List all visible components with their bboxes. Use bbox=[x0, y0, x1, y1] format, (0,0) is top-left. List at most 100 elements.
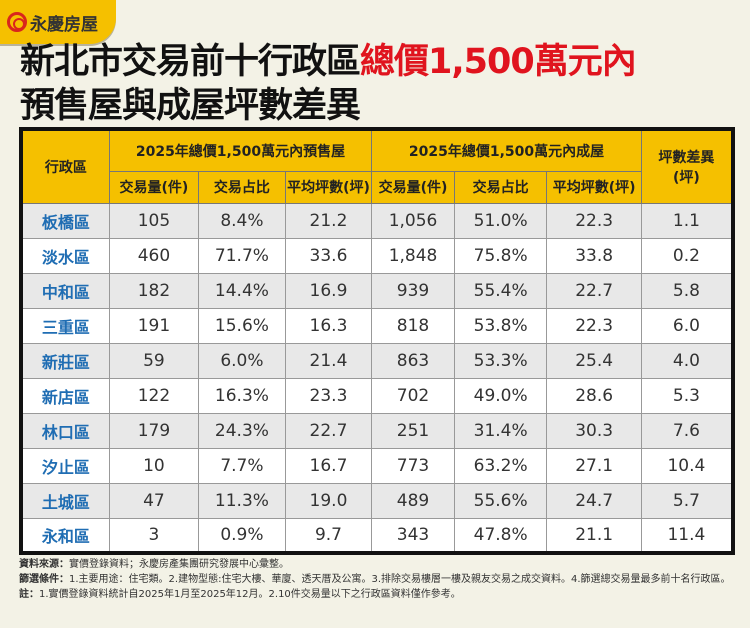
table-cell: 28.6 bbox=[546, 377, 642, 414]
table-cell: 21.2 bbox=[284, 202, 373, 239]
table-cell: 5.7 bbox=[640, 482, 734, 519]
table-cell: 6.0% bbox=[198, 342, 286, 379]
source-label: 資料來源： bbox=[19, 559, 69, 570]
table-row: 永和區 3 0.9% 9.7 343 47.8% 21.1 11.4 bbox=[20, 517, 734, 554]
sub-header: 平均坪數(坪) bbox=[284, 170, 373, 204]
district-name: 三重區 bbox=[20, 307, 110, 344]
presale-group-header: 2025年總價1,500萬元內預售屋 bbox=[108, 128, 373, 172]
district-header: 行政區 bbox=[20, 128, 110, 204]
table-cell: 11.4 bbox=[640, 517, 734, 554]
table-cell: 51.0% bbox=[453, 202, 548, 239]
district-name: 永和區 bbox=[20, 517, 110, 554]
table-cell: 10.4 bbox=[640, 447, 734, 484]
table-cell: 1,056 bbox=[371, 202, 455, 239]
title-line1: 新北市交易前十行政區 bbox=[20, 42, 361, 82]
table-cell: 939 bbox=[371, 272, 455, 309]
table-cell: 24.3% bbox=[198, 412, 286, 449]
table-cell: 49.0% bbox=[453, 377, 548, 414]
note-text: 1.實價登錄資料統計自2025年1月至2025年12月。2.10件交易量以下之行… bbox=[39, 589, 461, 600]
table-cell: 1.1 bbox=[640, 202, 734, 239]
note-label: 註： bbox=[19, 589, 39, 600]
table-cell: 251 bbox=[371, 412, 455, 449]
table-cell: 1,848 bbox=[371, 237, 455, 274]
table-cell: 25.4 bbox=[546, 342, 642, 379]
table-cell: 22.3 bbox=[546, 307, 642, 344]
table-cell: 15.6% bbox=[198, 307, 286, 344]
table-cell: 182 bbox=[108, 272, 200, 309]
table-cell: 75.8% bbox=[453, 237, 548, 274]
table-cell: 16.3% bbox=[198, 377, 286, 414]
table-row: 新店區 122 16.3% 23.3 702 49.0% 28.6 5.3 bbox=[20, 377, 734, 414]
table-cell: 863 bbox=[371, 342, 455, 379]
table-cell: 31.4% bbox=[453, 412, 548, 449]
table-cell: 22.3 bbox=[546, 202, 642, 239]
page-title: 新北市交易前十行政區總價1,500萬元內 預售屋與成屋坪數差異 bbox=[20, 40, 637, 128]
table-cell: 21.4 bbox=[284, 342, 373, 379]
table-row: 新莊區 59 6.0% 21.4 863 53.3% 25.4 4.0 bbox=[20, 342, 734, 379]
table-cell: 460 bbox=[108, 237, 200, 274]
table-cell: 0.9% bbox=[198, 517, 286, 554]
district-name: 汐止區 bbox=[20, 447, 110, 484]
table-cell: 14.4% bbox=[198, 272, 286, 309]
table-cell: 179 bbox=[108, 412, 200, 449]
table-cell: 122 bbox=[108, 377, 200, 414]
district-name: 土城區 bbox=[20, 482, 110, 519]
table-cell: 21.1 bbox=[546, 517, 642, 554]
table-row: 淡水區 460 71.7% 33.6 1,848 75.8% 33.8 0.2 bbox=[20, 237, 734, 274]
table-cell: 7.7% bbox=[198, 447, 286, 484]
sub-header: 交易占比 bbox=[453, 170, 548, 204]
table-cell: 5.3 bbox=[640, 377, 734, 414]
brand-name: 永慶房屋 bbox=[30, 14, 98, 35]
district-name: 新莊區 bbox=[20, 342, 110, 379]
table-cell: 47.8% bbox=[453, 517, 548, 554]
table-row: 板橋區 105 8.4% 21.2 1,056 51.0% 22.3 1.1 bbox=[20, 202, 734, 239]
table-cell: 63.2% bbox=[453, 447, 548, 484]
table-cell: 22.7 bbox=[284, 412, 373, 449]
source-text: 實價登錄資料；永慶房產集團研究發展中心彙整。 bbox=[69, 559, 289, 570]
table-cell: 191 bbox=[108, 307, 200, 344]
district-name: 淡水區 bbox=[20, 237, 110, 274]
table-cell: 33.8 bbox=[546, 237, 642, 274]
diff-header: 坪數差異(坪) bbox=[640, 128, 734, 204]
table-cell: 23.3 bbox=[284, 377, 373, 414]
table-cell: 773 bbox=[371, 447, 455, 484]
district-name: 中和區 bbox=[20, 272, 110, 309]
table-cell: 24.7 bbox=[546, 482, 642, 519]
table-cell: 11.3% bbox=[198, 482, 286, 519]
table-cell: 4.0 bbox=[640, 342, 734, 379]
footer-notes: 資料來源：實價登錄資料；永慶房產集團研究發展中心彙整。 篩選條件：1.主要用途：… bbox=[19, 557, 734, 602]
existing-group-header: 2025年總價1,500萬元內成屋 bbox=[371, 128, 642, 172]
table-row: 三重區 191 15.6% 16.3 818 53.8% 22.3 6.0 bbox=[20, 307, 734, 344]
table-cell: 59 bbox=[108, 342, 200, 379]
table-row: 中和區 182 14.4% 16.9 939 55.4% 22.7 5.8 bbox=[20, 272, 734, 309]
table-cell: 30.3 bbox=[546, 412, 642, 449]
table-cell: 53.3% bbox=[453, 342, 548, 379]
title-highlight: 總價1,500萬元內 bbox=[360, 42, 637, 82]
sub-header: 平均坪數(坪) bbox=[546, 170, 642, 204]
table-row: 林口區 179 24.3% 22.7 251 31.4% 30.3 7.6 bbox=[20, 412, 734, 449]
table-cell: 6.0 bbox=[640, 307, 734, 344]
table-cell: 27.1 bbox=[546, 447, 642, 484]
table-cell: 16.9 bbox=[284, 272, 373, 309]
table-cell: 8.4% bbox=[198, 202, 286, 239]
brand-logo: 永慶房屋 bbox=[0, 0, 116, 44]
table-cell: 0.2 bbox=[640, 237, 734, 274]
sub-header: 交易量(件) bbox=[108, 170, 200, 204]
table-cell: 702 bbox=[371, 377, 455, 414]
table-cell: 33.6 bbox=[284, 237, 373, 274]
table-row: 土城區 47 11.3% 19.0 489 55.6% 24.7 5.7 bbox=[20, 482, 734, 519]
district-name: 板橋區 bbox=[20, 202, 110, 239]
table-cell: 16.3 bbox=[284, 307, 373, 344]
logo-icon bbox=[7, 12, 27, 32]
table-cell: 489 bbox=[371, 482, 455, 519]
sub-header: 交易占比 bbox=[198, 170, 286, 204]
table-cell: 5.8 bbox=[640, 272, 734, 309]
table-cell: 19.0 bbox=[284, 482, 373, 519]
table-cell: 22.7 bbox=[546, 272, 642, 309]
table-cell: 53.8% bbox=[453, 307, 548, 344]
data-table: 行政區 2025年總價1,500萬元內預售屋 2025年總價1,500萬元內成屋… bbox=[19, 127, 735, 555]
table-cell: 55.6% bbox=[453, 482, 548, 519]
table-cell: 105 bbox=[108, 202, 200, 239]
table-row: 汐止區 10 7.7% 16.7 773 63.2% 27.1 10.4 bbox=[20, 447, 734, 484]
table-cell: 3 bbox=[108, 517, 200, 554]
